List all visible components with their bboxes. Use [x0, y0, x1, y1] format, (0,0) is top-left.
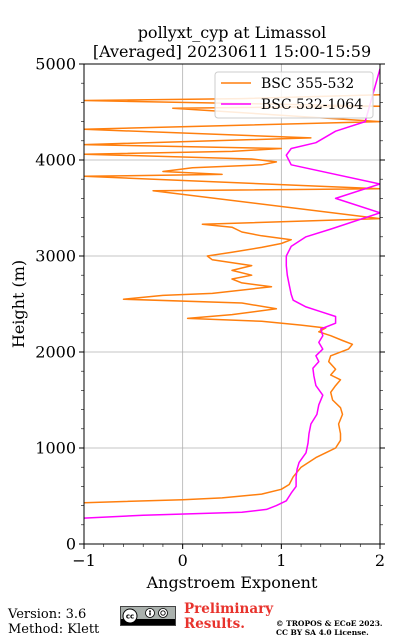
plot-frame: [83, 63, 381, 545]
preliminary-line1: Preliminary: [184, 601, 274, 617]
license-note: © TROPOS & ECoE 2023. CC BY SA 4.0 Licen…: [276, 619, 383, 637]
license-line1: © TROPOS & ECoE 2023.: [276, 619, 383, 628]
license-line2: CC BY SA 4.0 License.: [276, 628, 369, 637]
x-tick-label: 1: [276, 551, 286, 570]
series-line-bsc-355-532: [84, 93, 380, 504]
legend-label-bsc-355-532: BSC 355-532: [261, 76, 354, 92]
cc-license-icon: cc: [121, 607, 175, 625]
y-tick-label: 3000: [35, 247, 76, 266]
svg-text:cc: cc: [126, 613, 134, 621]
y-tick-label: 4000: [35, 151, 76, 170]
series-line-bsc-532-1064: [84, 68, 380, 519]
y-tick-label: 0: [66, 535, 76, 554]
x-tick-label: −1: [72, 551, 96, 570]
preliminary-results-note: Preliminary Results.: [184, 602, 273, 632]
version-text: Version: 3.6: [8, 607, 87, 622]
y-tick-label: 5000: [35, 55, 76, 74]
chart-title-line1: pollyxt_cyp at Limassol: [138, 23, 327, 42]
preliminary-line2: Results.: [184, 616, 245, 632]
series-layer: [84, 68, 380, 519]
y-tick-label: 1000: [35, 439, 76, 458]
grid-lines: [83, 63, 381, 545]
method-text: Method: Klett: [8, 622, 100, 637]
y-axis-label: Height (m): [9, 260, 28, 348]
legend: BSC 355-532 BSC 532-1064: [214, 71, 374, 119]
chart-title-line2: [Averaged] 20230611 15:00-15:59: [93, 42, 371, 61]
y-tick-label: 2000: [35, 343, 76, 362]
cc-by-sa-badge: cc: [120, 606, 176, 626]
legend-label-bsc-532-1064: BSC 532-1064: [261, 97, 363, 113]
angstroem-profile-chart: pollyxt_cyp at Limassol [Averaged] 20230…: [9, 23, 385, 592]
x-tick-label: 0: [178, 551, 188, 570]
x-tick-label: 2: [375, 551, 385, 570]
x-axis-label: Angstroem Exponent: [146, 573, 318, 592]
legend-box: [214, 71, 374, 119]
